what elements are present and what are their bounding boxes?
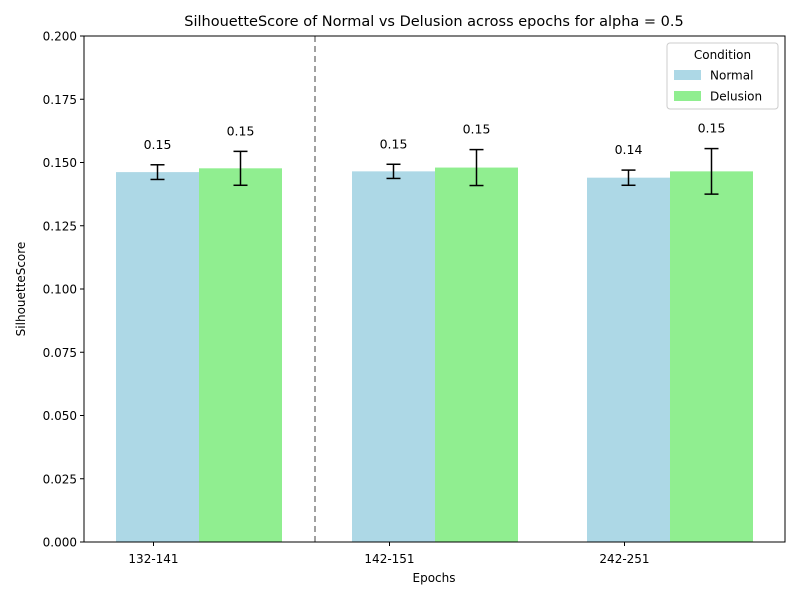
data-label: 0.15 bbox=[698, 121, 726, 136]
y-tick-label: 0.050 bbox=[43, 409, 77, 423]
x-tick-label: 142-151 bbox=[364, 552, 414, 566]
data-label: 0.14 bbox=[615, 142, 643, 157]
y-tick-label: 0.075 bbox=[43, 346, 77, 360]
y-tick-label: 0.000 bbox=[43, 536, 77, 550]
y-tick-label: 0.175 bbox=[43, 93, 77, 107]
y-tick-label: 0.150 bbox=[43, 156, 77, 170]
legend-label-delusion: Delusion bbox=[710, 90, 762, 104]
bar-delusion-132-141 bbox=[199, 168, 282, 542]
x-tick-label: 132-141 bbox=[128, 552, 178, 566]
y-tick-label: 0.100 bbox=[43, 283, 77, 297]
legend-swatch-delusion bbox=[674, 91, 701, 101]
legend-swatch-normal bbox=[674, 70, 701, 80]
legend-title: Condition bbox=[694, 48, 751, 62]
bar-delusion-142-151 bbox=[435, 167, 518, 542]
data-label: 0.15 bbox=[227, 123, 255, 138]
plot-frame bbox=[83, 35, 786, 543]
legend-label-normal: Normal bbox=[710, 69, 753, 83]
y-axis-label: SilhouetteScore bbox=[14, 242, 28, 337]
data-label: 0.15 bbox=[144, 137, 172, 152]
data-label: 0.15 bbox=[463, 122, 491, 137]
x-tick-label: 242-251 bbox=[599, 552, 649, 566]
chart-title: SilhouetteScore of Normal vs Delusion ac… bbox=[184, 14, 684, 30]
bar-normal-132-141 bbox=[116, 172, 199, 542]
bar-delusion-242-251 bbox=[670, 171, 753, 543]
legend: Condition Normal Delusion bbox=[666, 42, 779, 110]
bar-normal-142-151 bbox=[352, 171, 435, 543]
y-tick-label: 0.025 bbox=[43, 472, 77, 486]
y-tick-label: 0.200 bbox=[43, 30, 77, 44]
y-tick-label: 0.125 bbox=[43, 219, 77, 233]
plot-area: 0.000 0.025 0.050 0.075 0.100 0.125 0.150 0.175… bbox=[43, 30, 786, 566]
x-axis-label: Epochs bbox=[413, 571, 456, 585]
data-label: 0.15 bbox=[380, 136, 408, 151]
bar-normal-242-251 bbox=[587, 177, 670, 542]
